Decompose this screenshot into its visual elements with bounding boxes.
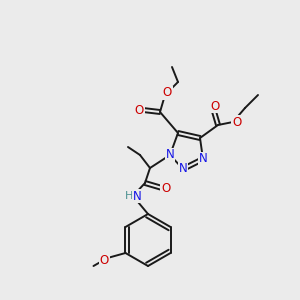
Text: N: N [178,163,188,176]
Text: O: O [161,182,171,194]
Text: N: N [199,152,207,166]
Text: O: O [162,86,172,100]
Text: H: H [125,191,133,201]
Text: O: O [210,100,220,112]
Text: O: O [134,103,144,116]
Text: N: N [166,148,174,161]
Text: O: O [100,254,109,266]
Text: O: O [232,116,242,128]
Text: N: N [133,190,141,202]
